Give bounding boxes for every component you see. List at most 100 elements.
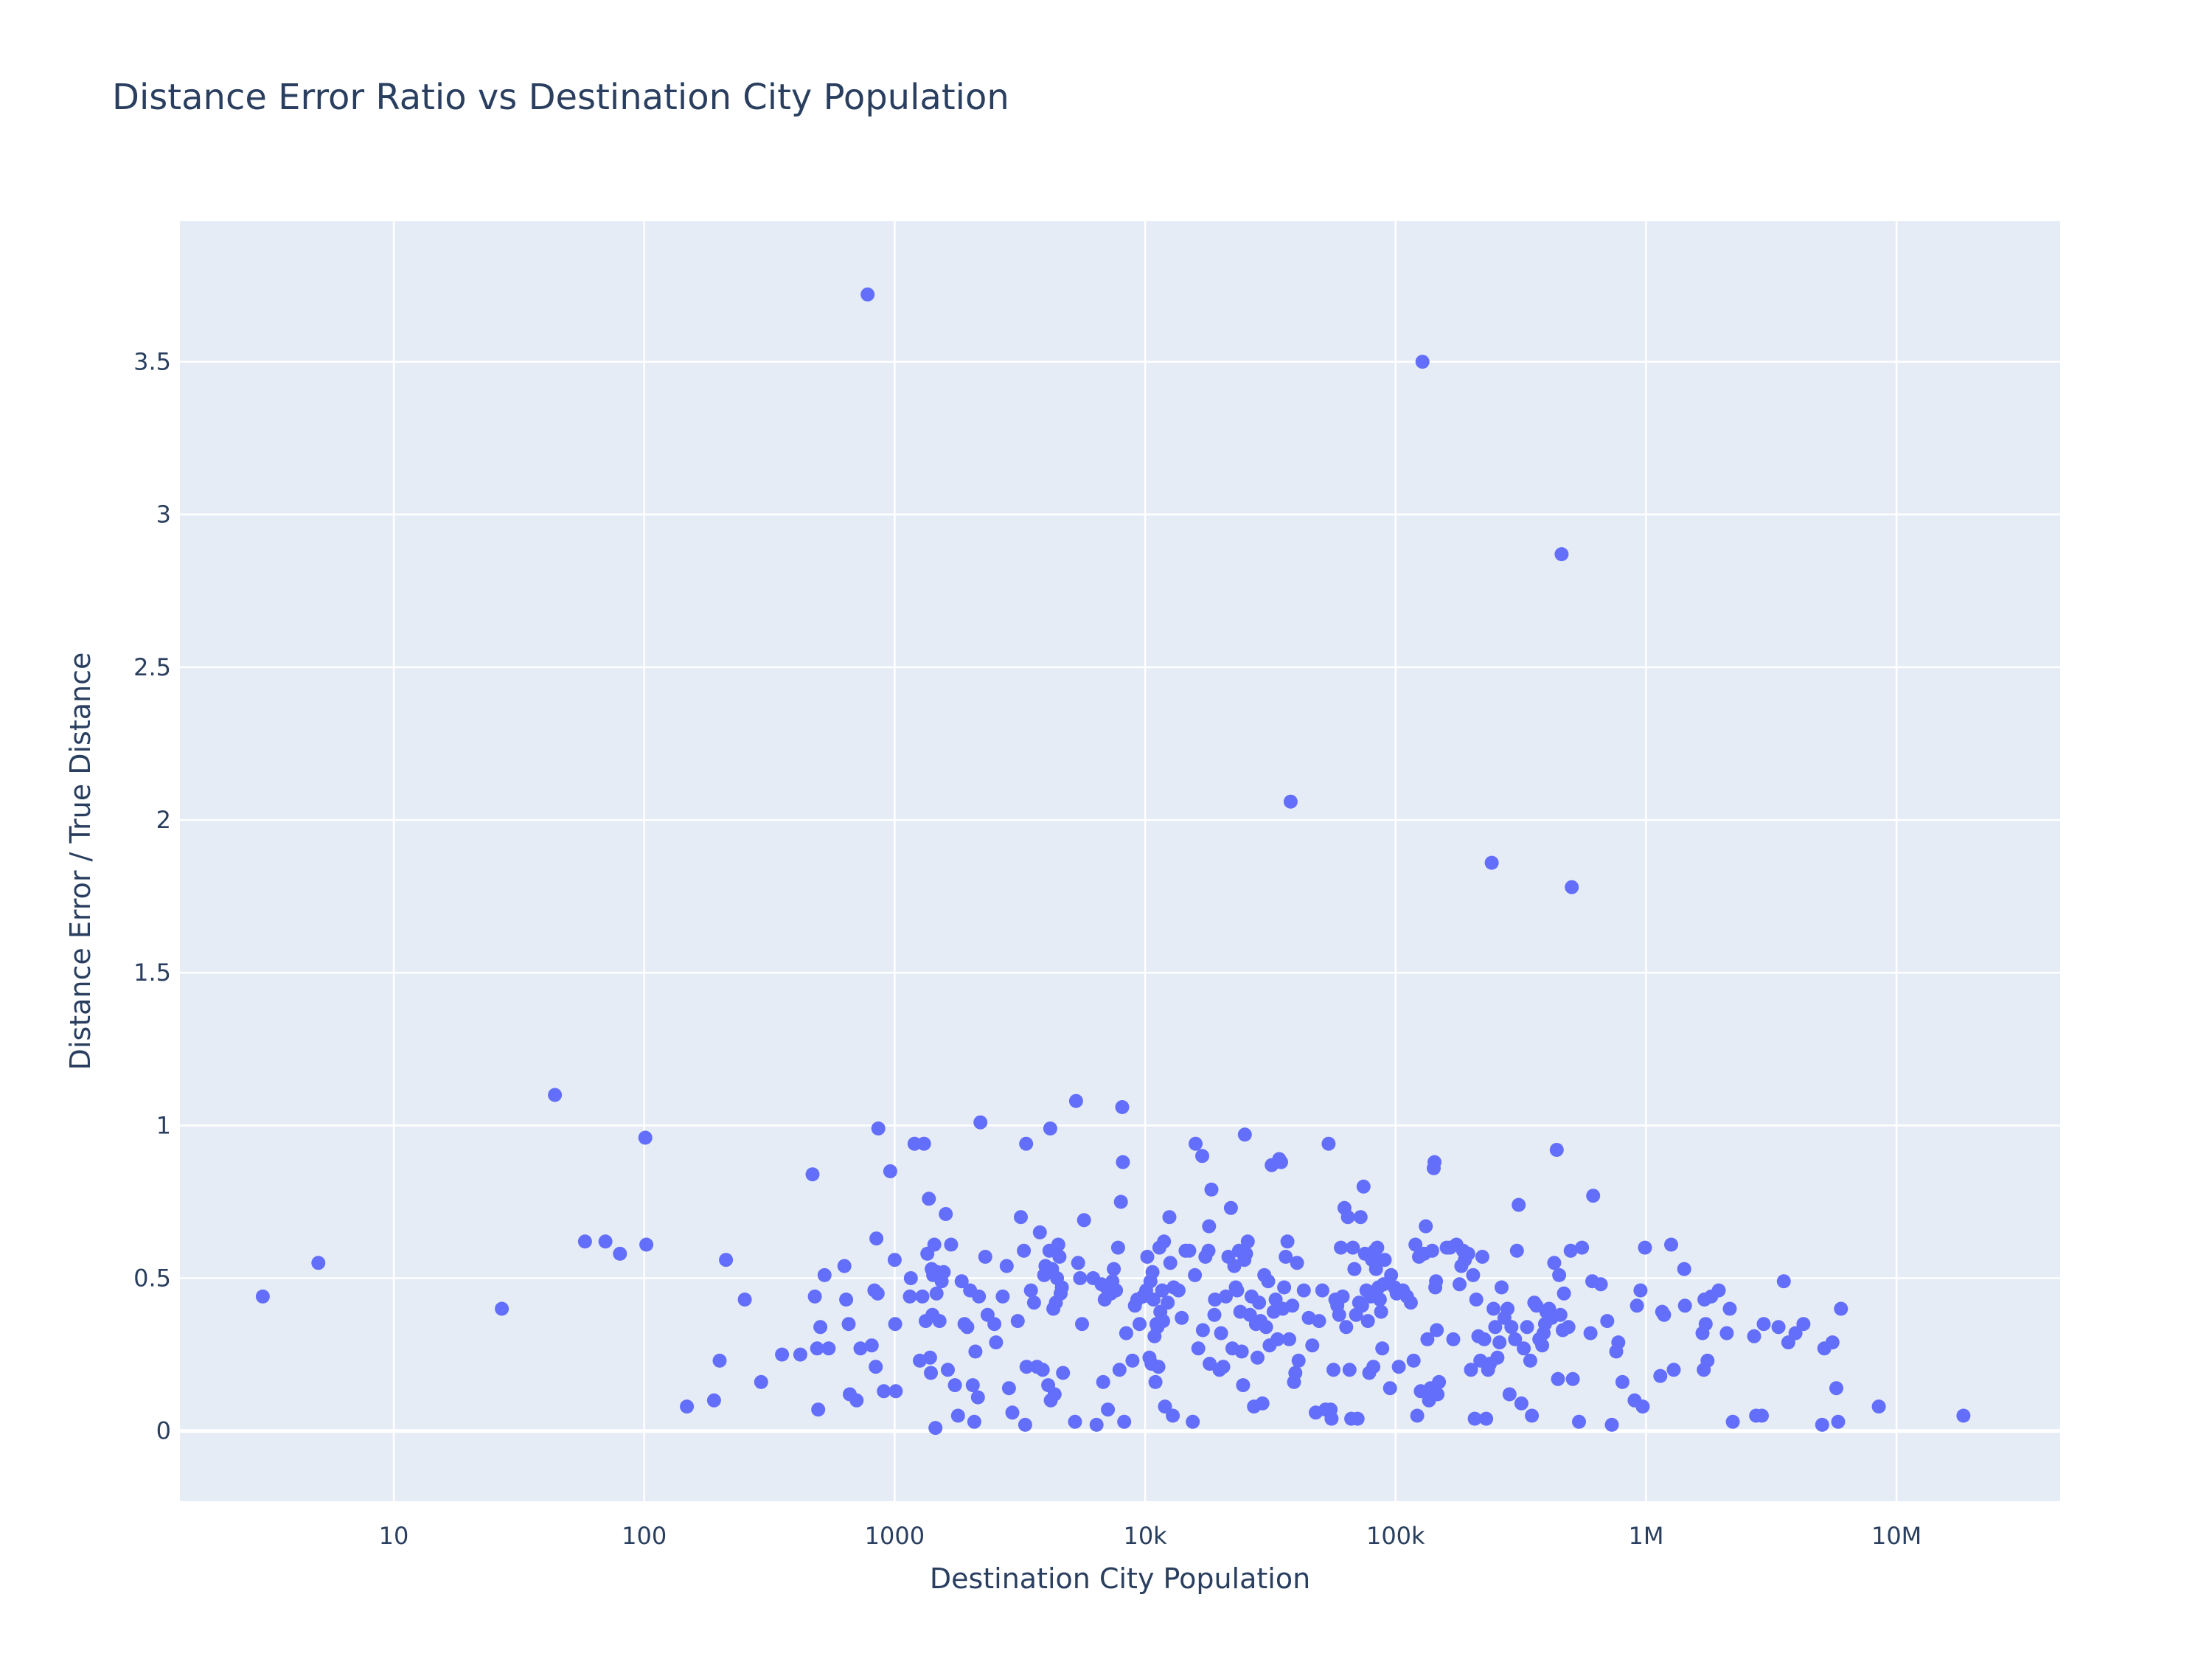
data-point <box>1208 1293 1222 1307</box>
data-point <box>737 1293 752 1307</box>
data-point <box>1776 1274 1791 1289</box>
data-point <box>960 1320 975 1335</box>
data-point <box>1056 1366 1071 1380</box>
data-point <box>1382 1381 1397 1396</box>
data-point <box>1010 1314 1025 1329</box>
y-tick-label: 0 <box>156 1417 171 1445</box>
data-point <box>1324 1411 1339 1426</box>
data-point <box>1700 1353 1715 1368</box>
data-point <box>939 1207 953 1221</box>
data-point <box>1375 1341 1390 1356</box>
data-point <box>1227 1259 1242 1273</box>
data-point <box>1771 1320 1786 1335</box>
data-point <box>1495 1280 1509 1295</box>
data-point <box>1014 1210 1028 1225</box>
data-point <box>1633 1283 1648 1298</box>
data-point <box>1202 1219 1217 1234</box>
data-point <box>1368 1262 1383 1276</box>
data-point <box>1377 1253 1392 1267</box>
data-point <box>1488 1320 1503 1335</box>
data-point <box>989 1335 1004 1350</box>
data-point <box>1552 1267 1567 1282</box>
data-point <box>1119 1326 1133 1340</box>
data-point <box>1255 1396 1270 1411</box>
data-point <box>1360 1314 1375 1329</box>
data-point <box>255 1289 270 1304</box>
data-point <box>1825 1335 1840 1350</box>
data-point <box>1500 1301 1515 1316</box>
data-point <box>1239 1246 1253 1261</box>
data-point <box>1283 794 1298 809</box>
data-point <box>1561 1320 1576 1335</box>
data-point <box>1043 1121 1057 1135</box>
data-point <box>613 1246 627 1261</box>
plot-area <box>180 221 2060 1501</box>
data-point <box>1237 1127 1252 1142</box>
x-tick-label: 100 <box>622 1522 667 1550</box>
data-point <box>1420 1332 1435 1346</box>
data-point <box>1145 1265 1160 1279</box>
data-point <box>1189 1136 1203 1151</box>
data-point <box>970 1390 985 1405</box>
data-point <box>1188 1267 1203 1282</box>
data-point <box>1657 1307 1672 1322</box>
data-point <box>1831 1414 1846 1429</box>
data-point <box>1018 1417 1032 1432</box>
data-point <box>811 1402 826 1417</box>
data-point <box>1113 1194 1128 1209</box>
data-point <box>1425 1243 1439 1258</box>
data-point <box>869 1231 884 1246</box>
data-point <box>1475 1250 1489 1264</box>
data-point <box>967 1414 981 1429</box>
data-point <box>869 1360 883 1374</box>
data-point <box>1252 1295 1267 1310</box>
data-point <box>1342 1363 1357 1377</box>
data-point <box>1023 1283 1038 1298</box>
data-point <box>954 1274 969 1289</box>
data-point <box>1026 1295 1041 1310</box>
data-point <box>995 1289 1010 1304</box>
data-point <box>1653 1368 1668 1383</box>
data-point <box>1186 1414 1200 1429</box>
data-point <box>1340 1210 1355 1225</box>
data-point <box>1326 1363 1340 1377</box>
data-point <box>1347 1262 1362 1276</box>
data-point <box>1261 1274 1276 1289</box>
y-tick-label: 2 <box>156 806 171 834</box>
y-tick-label: 3 <box>156 501 171 529</box>
data-point <box>1182 1243 1197 1258</box>
data-point <box>1312 1314 1326 1329</box>
data-point <box>927 1237 942 1252</box>
data-point <box>1163 1256 1178 1270</box>
data-point <box>1504 1320 1519 1335</box>
data-point <box>1195 1323 1210 1338</box>
data-point <box>1756 1317 1771 1332</box>
data-point <box>888 1317 902 1332</box>
data-point <box>1788 1326 1803 1340</box>
data-point <box>947 1378 962 1393</box>
y-tick-label: 0.5 <box>133 1265 171 1293</box>
data-point <box>1479 1411 1494 1426</box>
data-point <box>1384 1267 1399 1282</box>
data-point <box>860 287 875 302</box>
data-point <box>1291 1353 1306 1368</box>
data-point <box>1583 1326 1598 1340</box>
data-point <box>1535 1338 1550 1353</box>
data-point <box>817 1267 832 1282</box>
data-point <box>1279 1250 1293 1264</box>
chart-title: Distance Error Ratio vs Destination City… <box>112 77 1009 118</box>
data-point <box>1956 1408 1971 1423</box>
data-point <box>871 1121 886 1135</box>
data-point <box>1677 1262 1691 1276</box>
data-point <box>1277 1280 1292 1295</box>
data-point <box>839 1293 854 1307</box>
data-point <box>1466 1267 1481 1282</box>
data-point <box>1427 1155 1441 1169</box>
data-point <box>987 1317 1002 1332</box>
data-point <box>877 1384 891 1399</box>
data-point <box>1664 1237 1678 1252</box>
data-point <box>1467 1411 1482 1426</box>
data-point <box>922 1192 936 1206</box>
data-point <box>813 1320 828 1335</box>
y-axis-label: Distance Error / True Distance <box>64 653 97 1071</box>
